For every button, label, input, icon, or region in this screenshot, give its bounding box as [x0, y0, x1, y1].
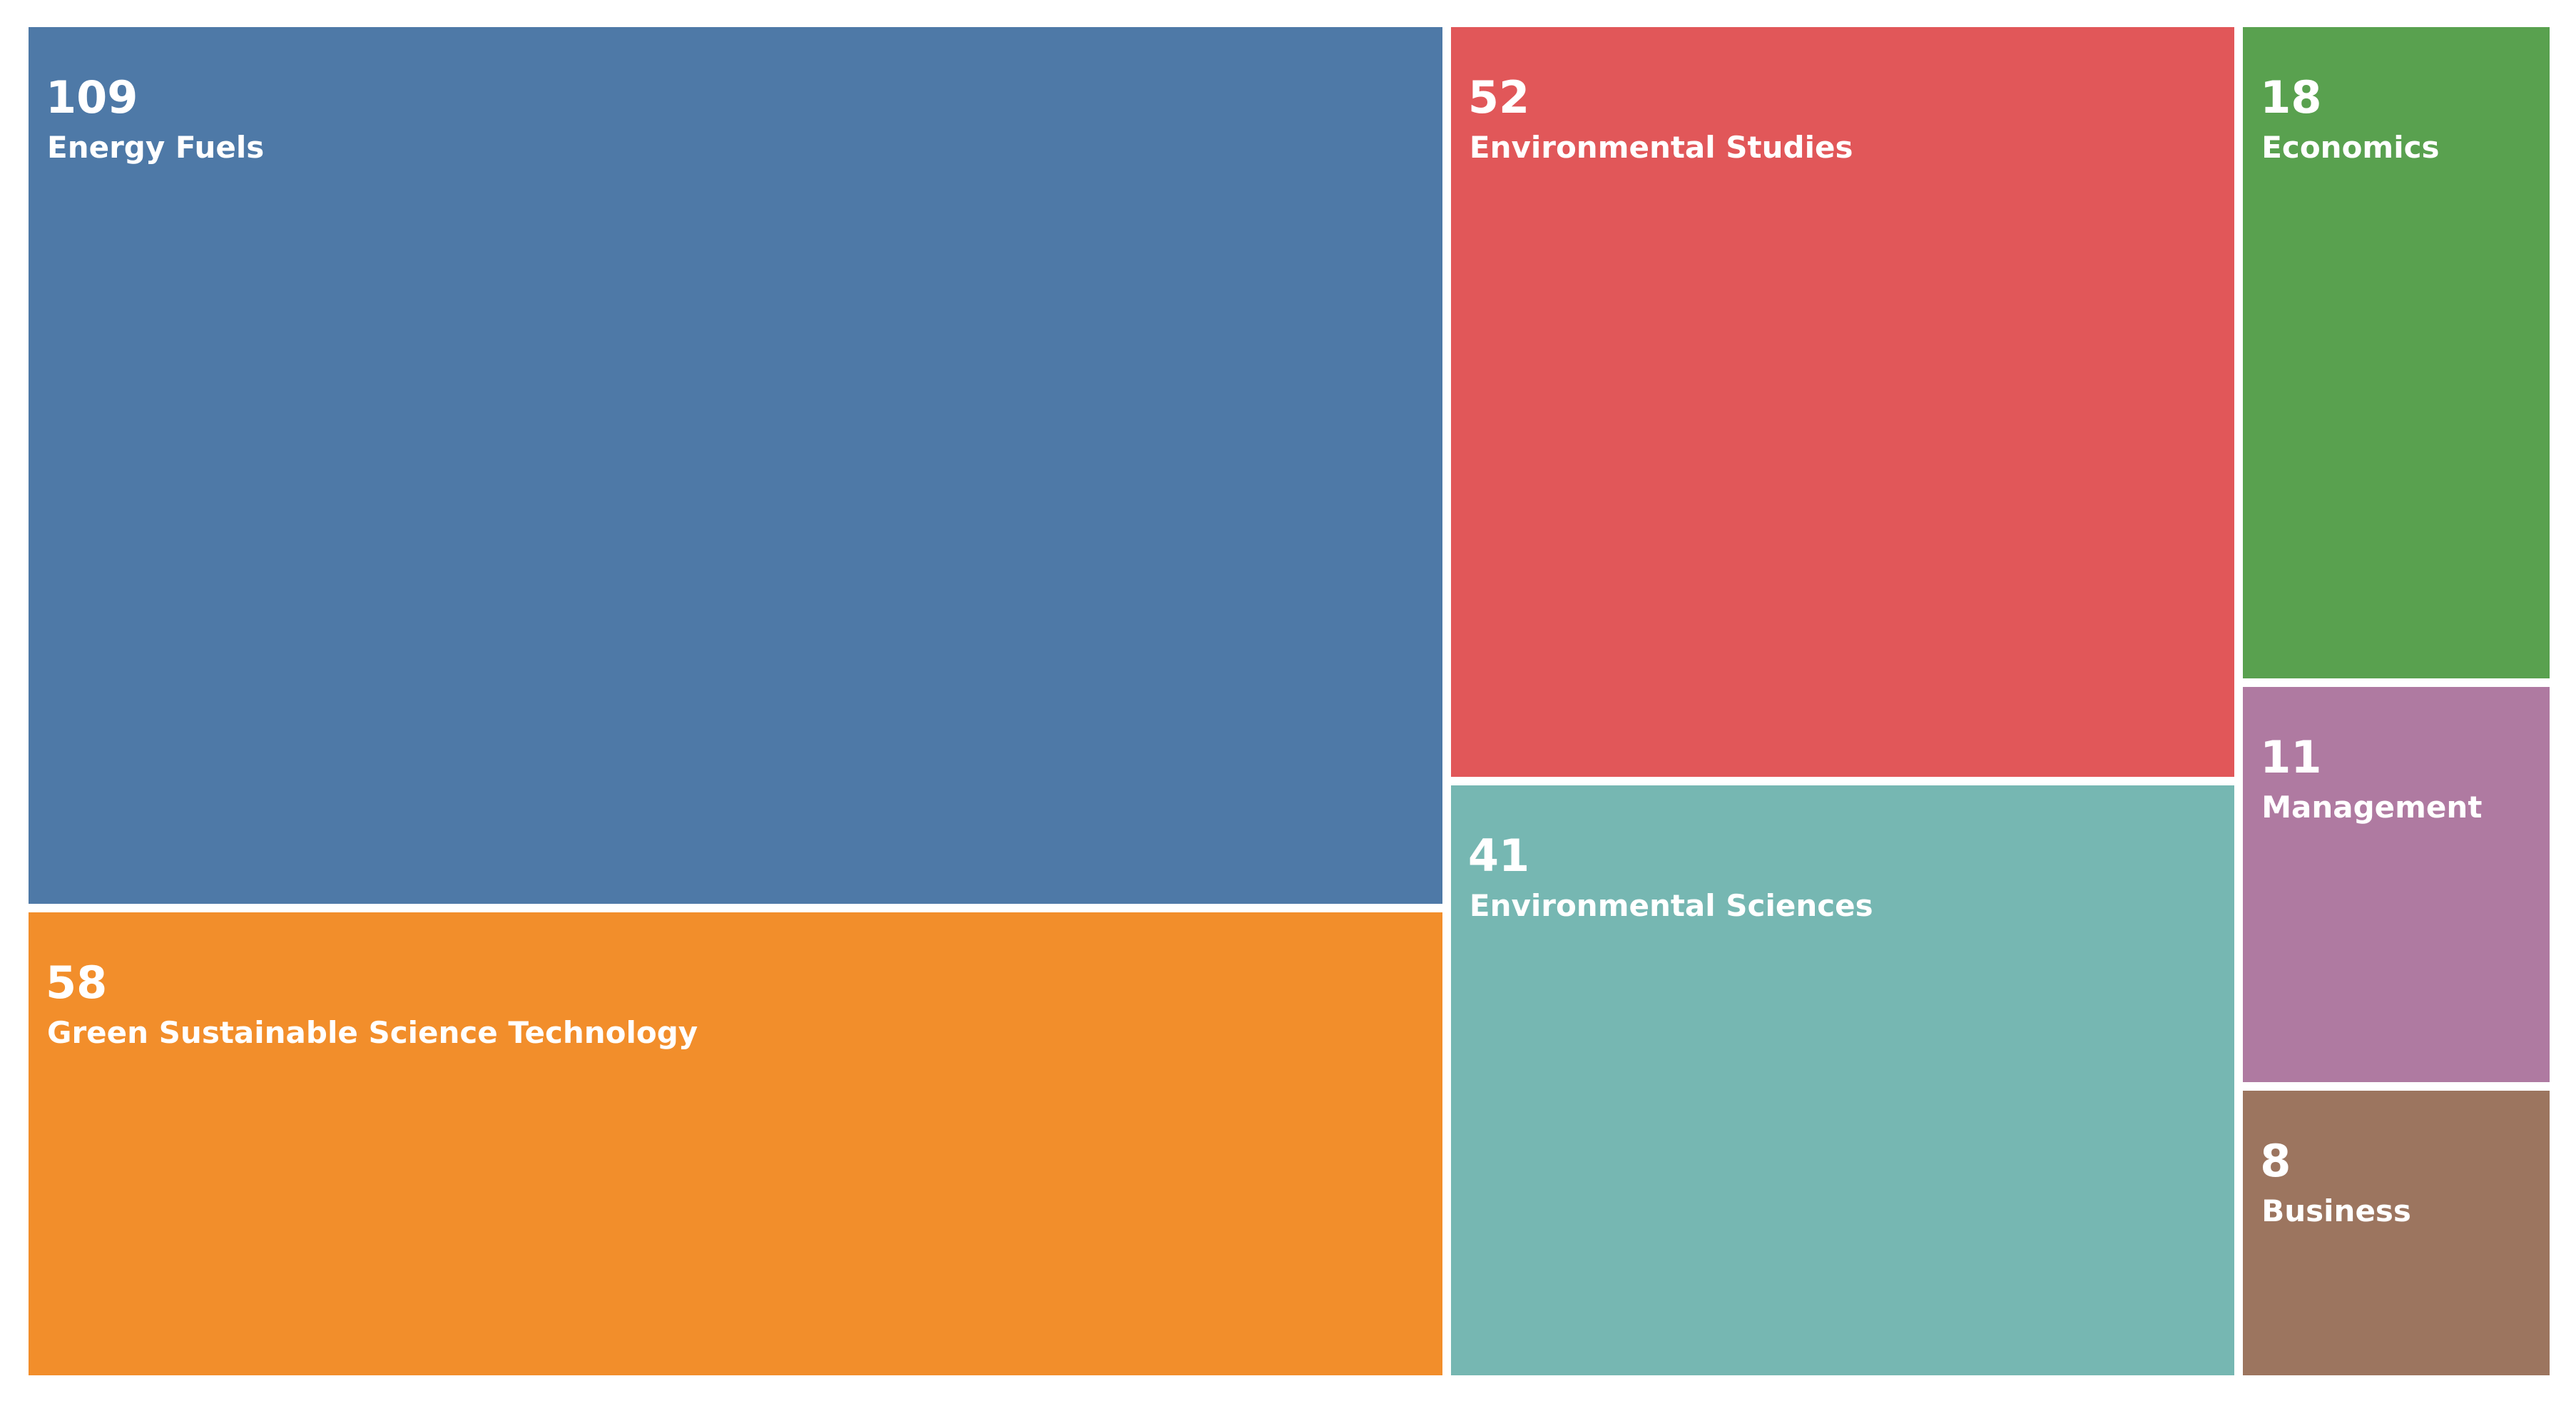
tile-value: 52	[1467, 71, 1530, 123]
tile-value: 58	[46, 957, 108, 1009]
tile-management: 11 Management	[2243, 687, 2550, 1082]
tile-value: 11	[2260, 731, 2322, 784]
tile-label: Economics	[2261, 130, 2440, 165]
tile-green-sustainable-science-technology: 58 Green Sustainable Science Technology	[29, 912, 1442, 1375]
tile-value: 8	[2260, 1134, 2291, 1187]
tile-environmental-sciences: 41 Environmental Sciences	[1450, 785, 2235, 1375]
tile-energy-fuels: 109 Energy Fuels	[29, 27, 1442, 905]
tile-environmental-studies: 52 Environmental Studies	[1450, 27, 2235, 778]
tile-label: Green Sustainable Science Technology	[47, 1015, 698, 1051]
tile-economics: 18 Economics	[2243, 27, 2550, 679]
tile-business: 8 Business	[2243, 1090, 2550, 1375]
tile-label: Environmental Studies	[1469, 130, 1853, 165]
tile-label: Environmental Sciences	[1469, 888, 1873, 924]
tile-label: Energy Fuels	[47, 130, 265, 165]
tile-value: 109	[46, 71, 138, 123]
tile-label: Management	[2261, 790, 2483, 825]
tile-value: 18	[2260, 71, 2322, 123]
tile-label: Business	[2261, 1193, 2411, 1228]
tile-value: 41	[1467, 830, 1530, 882]
